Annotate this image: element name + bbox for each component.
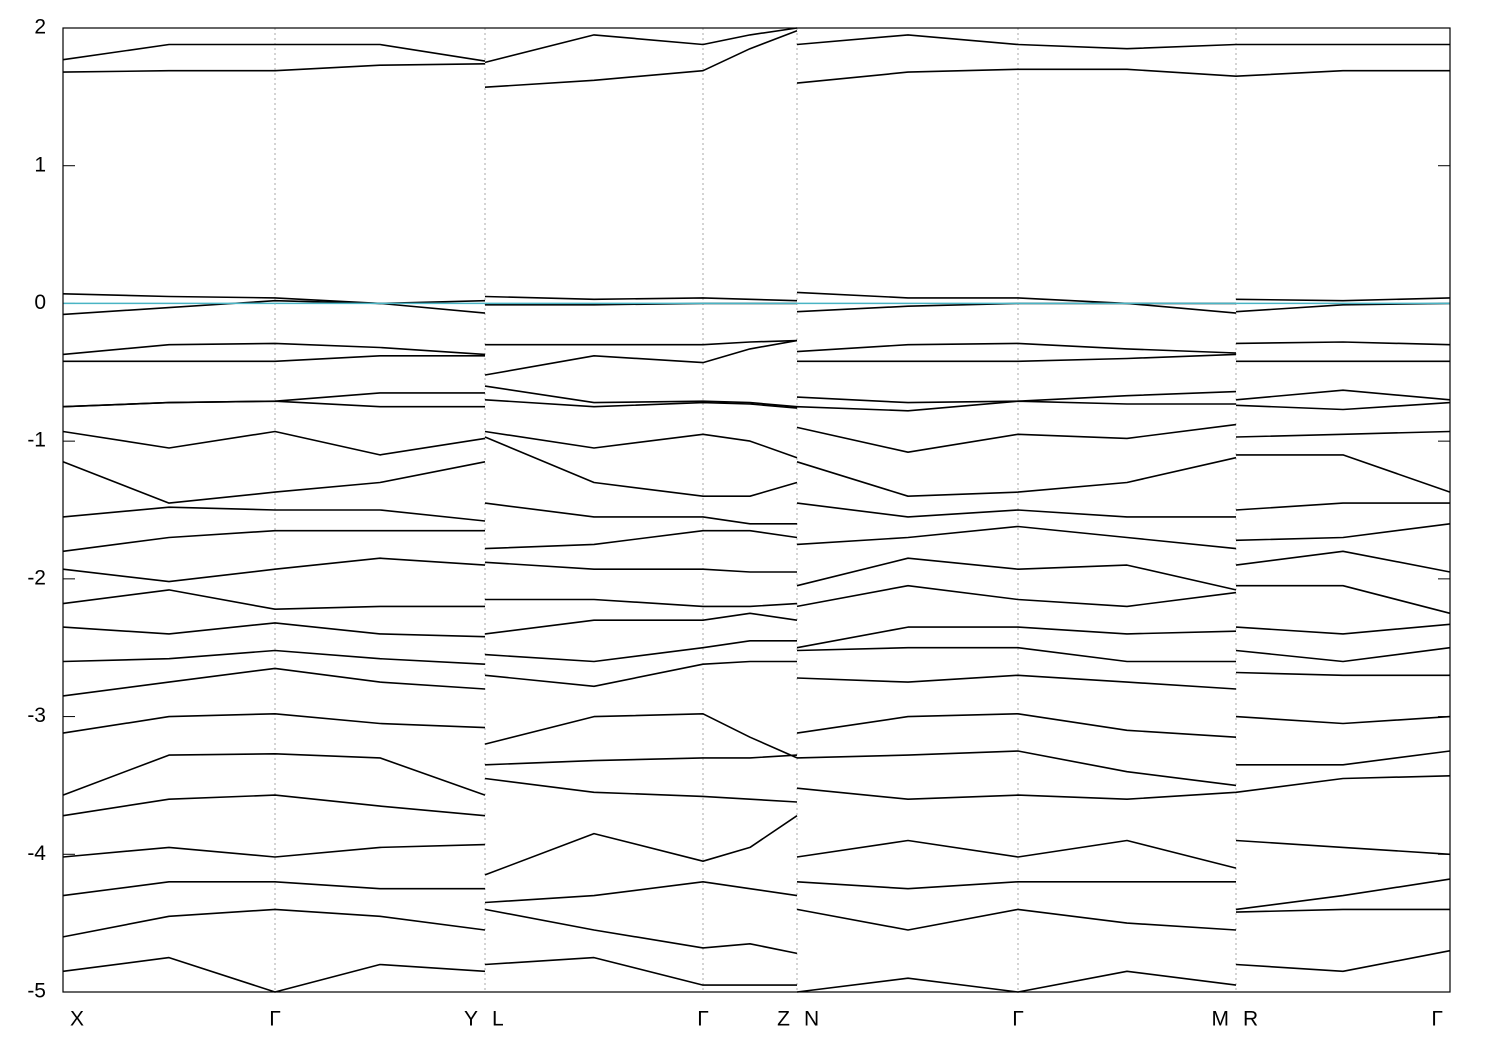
x-tick-label: M <box>1212 1008 1230 1031</box>
band-line <box>62 436 1451 504</box>
band-line <box>62 713 1451 759</box>
x-tick-label: Γ <box>269 1008 281 1031</box>
x-tick-label: Γ <box>697 1008 709 1031</box>
y-tick-label: -3 <box>27 704 46 727</box>
x-tick-label: Y <box>464 1008 478 1031</box>
band-line <box>62 502 1450 525</box>
x-tick-label: N <box>804 1008 819 1031</box>
band-line <box>62 908 1450 955</box>
x-tick-label: Γ <box>1431 1008 1443 1031</box>
y-tick-label: -1 <box>27 429 46 452</box>
band-line <box>62 775 1451 817</box>
x-tick-label: R <box>1243 1008 1258 1031</box>
band-line <box>62 878 1451 911</box>
x-tick-label: X <box>70 1008 84 1031</box>
band-line <box>62 750 1451 796</box>
plot-frame <box>62 27 1451 993</box>
band-line <box>62 612 1451 649</box>
band-line <box>62 815 1451 876</box>
y-tick-label: -4 <box>27 842 46 865</box>
band-line <box>62 550 1451 591</box>
y-tick-label: 0 <box>34 291 46 314</box>
band-line <box>62 27 1450 64</box>
y-tick-label: -5 <box>27 980 46 1003</box>
band-line <box>62 291 1451 314</box>
y-tick-label: 2 <box>34 16 46 39</box>
band-line <box>62 660 1450 697</box>
band-line <box>62 423 1451 459</box>
band-line <box>62 399 1451 412</box>
x-tick-label: L <box>492 1008 504 1031</box>
y-tick-label: 1 <box>34 153 46 176</box>
x-tick-label: Z <box>777 1008 790 1031</box>
band-line <box>62 339 1451 356</box>
y-tick-label: -2 <box>27 566 46 589</box>
band-line <box>62 640 1451 665</box>
x-tick-label: Γ <box>1012 1008 1024 1031</box>
band-line <box>62 584 1451 615</box>
band-line <box>62 523 1451 553</box>
band-line <box>63 339 1450 376</box>
band-line <box>62 30 1450 88</box>
